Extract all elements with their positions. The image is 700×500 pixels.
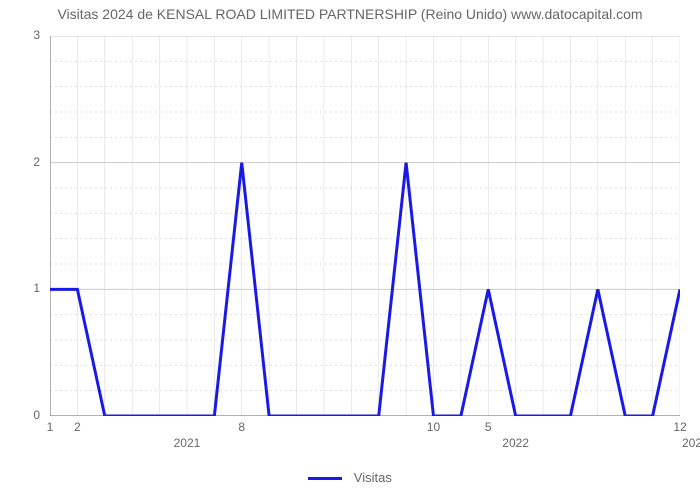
tick-label: 2022	[502, 436, 529, 450]
tick-label: 12	[673, 420, 686, 434]
tick-label: 5	[485, 420, 492, 434]
tick-label: 1	[33, 281, 40, 295]
tick-label: 2021	[174, 436, 201, 450]
tick-label: 1	[47, 420, 54, 434]
legend-label: Visitas	[354, 470, 392, 485]
chart-title: Visitas 2024 de KENSAL ROAD LIMITED PART…	[0, 6, 700, 22]
tick-label: 2	[74, 420, 81, 434]
tick-label: 2	[33, 155, 40, 169]
chart-svg	[50, 36, 680, 416]
legend-swatch	[308, 477, 342, 480]
chart-legend: Visitas	[0, 470, 700, 485]
tick-label: 3	[33, 28, 40, 42]
tick-label: 8	[238, 420, 245, 434]
tick-label: 0	[33, 408, 40, 422]
chart-plot-area	[50, 36, 680, 416]
tick-label: 202	[682, 436, 700, 450]
tick-label: 10	[427, 420, 440, 434]
